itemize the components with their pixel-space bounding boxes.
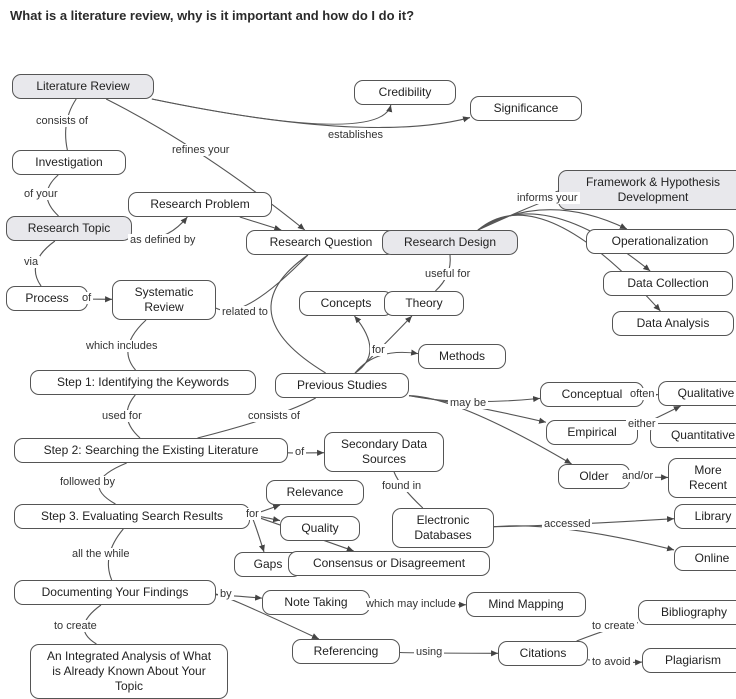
node-mind_mapping: Mind Mapping <box>466 592 586 617</box>
edge-label-of_your: of your <box>22 188 60 200</box>
node-prev_studies: Previous Studies <box>275 373 409 398</box>
node-theory: Theory <box>384 291 464 316</box>
edge-label-which_may_inc: which may include <box>364 598 458 610</box>
node-research_design: Research Design <box>382 230 518 255</box>
edge-label-to_avoid: to avoid <box>590 656 633 668</box>
node-step3: Step 3. Evaluating Search Results <box>14 504 250 529</box>
edge-label-consists_of: consists of <box>34 115 90 127</box>
node-integrated: An Integrated Analysis of What is Alread… <box>30 644 228 699</box>
edge-research_problem-research_question <box>240 217 281 230</box>
node-more_recent: More Recent <box>668 458 736 498</box>
node-methods: Methods <box>418 344 506 369</box>
node-note_taking: Note Taking <box>262 590 370 615</box>
node-citations: Citations <box>498 641 588 666</box>
node-documenting: Documenting Your Findings <box>14 580 216 605</box>
node-investigation: Investigation <box>12 150 126 175</box>
edge-label-may_be: may be <box>448 397 488 409</box>
node-step2: Step 2: Searching the Existing Literatur… <box>14 438 288 463</box>
edge-label-related_to: related to <box>220 306 270 318</box>
edge-lit_review-credibility <box>152 99 391 124</box>
node-data_analysis: Data Analysis <box>612 311 734 336</box>
node-framework: Framework & Hypothesis Development <box>558 170 736 210</box>
edge-label-often: often <box>628 388 656 400</box>
edge-label-using: using <box>414 646 444 658</box>
edge-label-via: via <box>22 256 40 268</box>
edge-step3-gaps <box>250 514 264 552</box>
edge-label-to_create1: to create <box>590 620 637 632</box>
edge-label-all_the_while: all the while <box>70 548 131 560</box>
edge-label-useful_for: useful for <box>423 268 472 280</box>
node-significance: Significance <box>470 96 582 121</box>
edge-label-as_defined_by: as defined by <box>128 234 197 246</box>
node-consensus: Consensus or Disagreement <box>288 551 490 576</box>
edge-label-which_includes: which includes <box>84 340 160 352</box>
node-process: Process <box>6 286 88 311</box>
node-quantitative: Quantitative <box>650 423 736 448</box>
node-concepts: Concepts <box>299 291 393 316</box>
node-step1: Step 1: Identifying the Keywords <box>30 370 256 395</box>
node-secondary: Secondary Data Sources <box>324 432 444 472</box>
edge-label-found_in: found in <box>380 480 423 492</box>
node-library: Library <box>674 504 736 529</box>
node-bibliography: Bibliography <box>638 600 736 625</box>
node-research_problem: Research Problem <box>128 192 272 217</box>
node-plagiarism: Plagiarism <box>642 648 736 673</box>
edge-label-for1: for <box>370 344 387 356</box>
edge-label-of2: of <box>293 446 306 458</box>
node-research_question: Research Question <box>246 230 396 255</box>
edge-label-of1: of <box>80 292 93 304</box>
node-systematic_review: Systematic Review <box>112 280 216 320</box>
node-data_collection: Data Collection <box>603 271 733 296</box>
node-research_topic: Research Topic <box>6 216 132 241</box>
node-quality: Quality <box>280 516 360 541</box>
edge-research_design-operationalization <box>478 210 627 230</box>
edge-label-consists_of2: consists of <box>246 410 302 422</box>
node-lit_review: Literature Review <box>12 74 154 99</box>
node-referencing: Referencing <box>292 639 400 664</box>
node-credibility: Credibility <box>354 80 456 105</box>
edge-label-by: by <box>218 588 234 600</box>
edge-label-for2: for <box>244 508 261 520</box>
edge-label-refines_your: refines your <box>170 144 231 156</box>
node-empirical: Empirical <box>546 420 638 445</box>
node-elec_db: Electronic Databases <box>392 508 494 548</box>
node-operationalization: Operationalization <box>586 229 734 254</box>
edge-label-to_create2: to create <box>52 620 99 632</box>
edge-systematic_review-research_question <box>216 255 308 311</box>
edge-label-informs_your: informs your <box>515 192 580 204</box>
edge-label-establishes: establishes <box>326 129 385 141</box>
node-online: Online <box>674 546 736 571</box>
edge-label-either: either <box>626 418 658 430</box>
edge-prev_studies-concepts <box>354 316 369 373</box>
edge-label-and_or: and/or <box>620 470 655 482</box>
page-title: What is a literature review, why is it i… <box>10 8 414 23</box>
edge-label-followed_by: followed by <box>58 476 117 488</box>
node-relevance: Relevance <box>266 480 364 505</box>
node-qualitative: Qualitative <box>658 381 736 406</box>
edge-label-accessed: accessed <box>542 518 592 530</box>
edge-label-used_for: used for <box>100 410 144 422</box>
